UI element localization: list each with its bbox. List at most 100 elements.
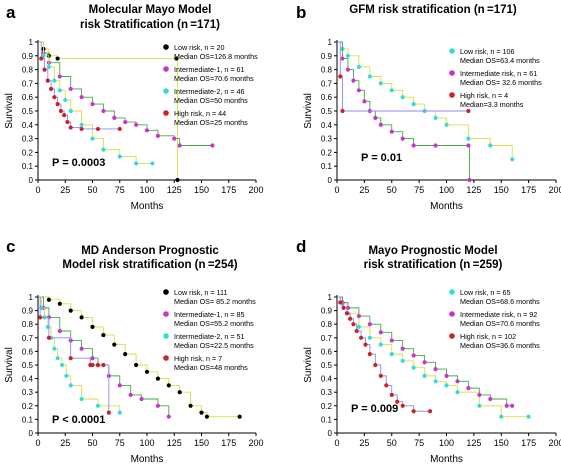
- panel-label: d: [296, 237, 306, 256]
- series-point: [466, 136, 471, 141]
- y-tick-label: 0.3: [22, 388, 34, 397]
- series-point: [101, 332, 106, 338]
- series-point: [46, 64, 52, 69]
- series-point: [68, 383, 73, 388]
- series-point: [526, 414, 531, 419]
- series-point: [389, 129, 394, 134]
- chart-title-line: Model risk stratification (n =254): [62, 259, 237, 271]
- series-point: [400, 403, 405, 408]
- series-point: [433, 143, 438, 148]
- series-point: [139, 396, 144, 402]
- series-point: [90, 324, 95, 330]
- y-tick-label: 0.1: [321, 415, 333, 424]
- series-point: [373, 362, 378, 368]
- y-tick-label: 0.2: [22, 402, 34, 411]
- y-tick-label: 0.2: [22, 148, 34, 157]
- legend-entry-text: Median OS=48 months: [174, 363, 248, 372]
- chart-title-line: risk Stratification (n =171): [80, 19, 220, 31]
- y-tick-label: 0.3: [321, 135, 333, 144]
- series-point: [123, 119, 128, 125]
- series-point: [79, 346, 84, 351]
- series-point: [123, 352, 128, 357]
- legend-marker: [163, 110, 169, 116]
- x-tick-label: 75: [115, 438, 125, 448]
- series-point: [389, 338, 394, 343]
- series-point: [210, 143, 215, 148]
- series-point: [411, 365, 416, 370]
- x-tick-label: 0: [334, 438, 339, 448]
- series-point: [101, 362, 106, 368]
- chart-title-line: risk stratification (n =259): [364, 259, 503, 271]
- series-point: [389, 352, 394, 357]
- series-point: [62, 113, 67, 118]
- legend-entry-text: High risk, n = 44: [174, 109, 226, 118]
- y-tick-label: 0: [29, 429, 34, 438]
- series-point: [144, 369, 150, 374]
- series-point: [48, 86, 54, 92]
- y-axis-label: Survival: [4, 347, 15, 383]
- y-tick-label: 0.8: [321, 66, 333, 75]
- panel-label: b: [296, 3, 306, 22]
- series-point: [112, 342, 117, 347]
- panel-label: c: [6, 237, 15, 256]
- x-axis-label: Months: [131, 201, 164, 212]
- series-step-line: [337, 41, 469, 112]
- legend-entry-text: Median OS=70.6 months: [174, 74, 254, 83]
- legend-marker: [449, 92, 455, 98]
- chart-title-line: Molecular Mayo Model: [89, 4, 212, 16]
- series-point: [68, 308, 73, 313]
- series-point: [444, 383, 449, 388]
- series-point: [155, 403, 160, 408]
- series-point: [63, 97, 68, 103]
- series-point: [455, 390, 460, 395]
- legend-entry-text: High risk, n = 4: [460, 91, 508, 100]
- legend-entry-text: Median OS=63.4 months: [460, 56, 540, 65]
- y-tick-label: 0.5: [321, 361, 333, 370]
- x-tick-label: 200: [248, 438, 263, 448]
- series-point: [373, 115, 378, 120]
- x-tick-label: 25: [60, 185, 70, 195]
- series-point: [363, 342, 368, 347]
- legend-entry-text: Low risk, n = 20: [174, 43, 225, 52]
- legend-marker: [163, 333, 169, 339]
- series-point: [55, 356, 60, 361]
- series-point: [504, 403, 509, 408]
- y-tick-label: 0.7: [321, 79, 333, 88]
- y-axis-label: Survival: [303, 93, 314, 129]
- legend-entry-text: Median OS=68.6 months: [460, 297, 540, 306]
- x-tick-label: 175: [221, 185, 236, 195]
- x-axis-label: Months: [430, 201, 463, 212]
- series-point: [356, 88, 361, 93]
- legend-marker: [449, 48, 455, 54]
- y-tick-label: 1: [328, 293, 333, 302]
- series-point: [389, 88, 394, 93]
- x-tick-label: 200: [548, 185, 561, 195]
- series-point: [378, 81, 383, 86]
- legend-entry-text: Median=3.3 months: [460, 100, 524, 109]
- x-tick-label: 100: [439, 185, 454, 195]
- y-tick-label: 0.1: [22, 415, 34, 424]
- series-point: [95, 126, 101, 132]
- series-point: [134, 122, 139, 127]
- series-point: [101, 108, 106, 114]
- series-point: [45, 78, 50, 83]
- y-tick-label: 0.9: [321, 52, 333, 61]
- series-point: [488, 396, 493, 402]
- y-tick-label: 0.7: [22, 79, 34, 88]
- series-point: [150, 161, 155, 166]
- series-point: [338, 74, 343, 79]
- series-point: [134, 161, 139, 166]
- series-point: [444, 122, 449, 127]
- legend-marker: [163, 66, 169, 72]
- x-tick-label: 0: [35, 438, 40, 448]
- legend-marker: [449, 70, 455, 76]
- legend-marker: [449, 311, 455, 317]
- series-point: [455, 379, 460, 384]
- y-tick-label: 0.6: [321, 347, 333, 356]
- x-tick-label: 100: [439, 438, 454, 448]
- legend-marker: [163, 355, 169, 361]
- series-point: [510, 403, 515, 408]
- y-tick-label: 0.7: [22, 334, 34, 343]
- series-point: [65, 119, 70, 125]
